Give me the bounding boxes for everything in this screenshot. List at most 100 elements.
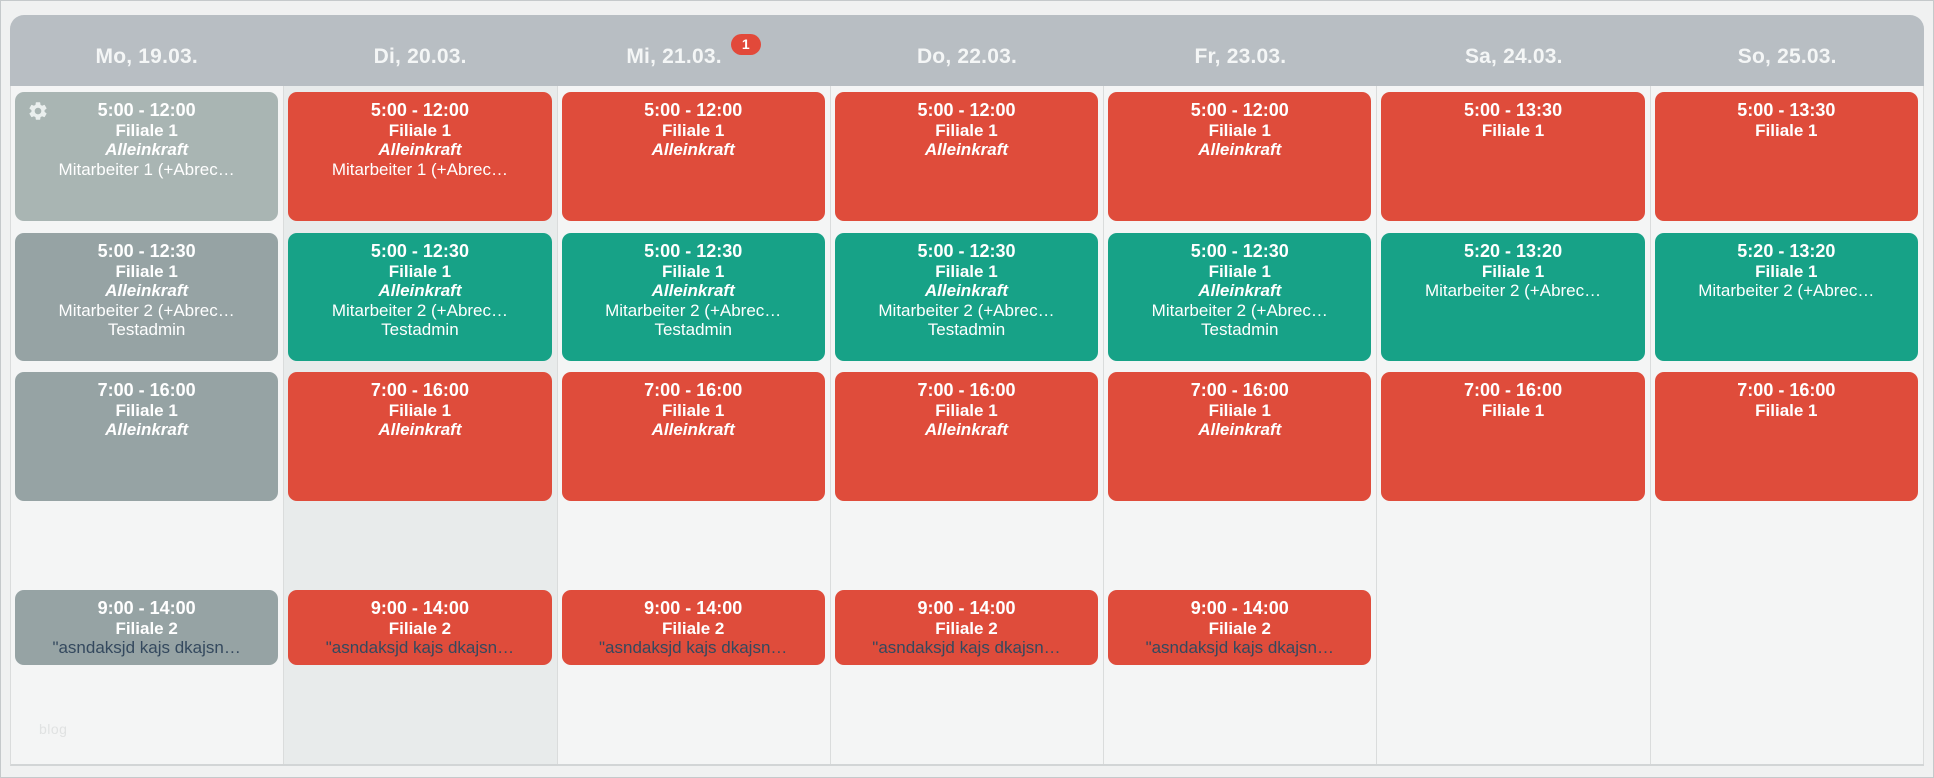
- day-label: Mi, 21.03.: [626, 44, 722, 68]
- shift-text: Alleinkraft: [1198, 140, 1282, 159]
- day-label: Fr, 23.03.: [1194, 44, 1287, 68]
- shift-time: 5:00 - 12:30: [1190, 242, 1289, 261]
- shift-text: Mitarbeiter 2 (+Abrec…: [331, 300, 509, 320]
- shift-text: Filiale 1: [388, 120, 452, 140]
- shift-text: Alleinkraft: [924, 420, 1009, 439]
- shift-text: Testadmin: [1201, 320, 1279, 339]
- shift-text: Filiale 1: [1755, 400, 1818, 420]
- shift-text: Filiale 2: [662, 618, 725, 638]
- day-label: Sa, 24.03.: [1464, 44, 1563, 68]
- shift-text: Filiale 1: [115, 400, 178, 420]
- day-header-di: Di, 20.03.: [283, 15, 556, 86]
- shift-card-do-1[interactable]: 5:00 - 12:00 Filiale 1 Alleinkraft: [834, 92, 1099, 221]
- shift-time: 9:00 - 14:00: [1190, 599, 1289, 618]
- shift-text: Filiale 1: [388, 261, 452, 281]
- shift-text: Alleinkraft: [105, 140, 189, 159]
- shift-text: Filiale 1: [662, 400, 725, 420]
- shift-text: Alleinkraft: [924, 281, 1009, 300]
- week-header: Mo, 19.03. Di, 20.03. Mi, 21.03. 1 Do, 22.03…: [10, 15, 1924, 86]
- day-column-mo: 5:00 - 12:00 Filiale 1 Alleinkraft Mitarbei…: [11, 86, 285, 764]
- shift-card-so-1[interactable]: 5:00 - 13:30 Filiale 1: [1654, 92, 1918, 221]
- shift-card-sa-2[interactable]: 5:20 - 13:20 Filiale 1 Mitarbeiter 2 (+Abr…: [1381, 233, 1645, 361]
- shift-time: 9:00 - 14:00: [644, 599, 743, 618]
- shift-text: Filiale 2: [115, 618, 178, 638]
- shift-time: 5:00 - 12:00: [1190, 101, 1289, 120]
- shift-card-di-4[interactable]: 9:00 - 14:00 Filiale 2 "asndaksjd kajs dka…: [288, 590, 552, 665]
- shift-card-di-3[interactable]: 7:00 - 16:00 Filiale 1 Alleinkraft: [288, 372, 552, 501]
- shift-text: Filiale 1: [662, 120, 725, 140]
- shift-time: 9:00 - 14:00: [370, 599, 469, 618]
- shift-text: Filiale 1: [1481, 400, 1545, 420]
- shift-text: Mitarbeiter 2 (+Abrec…: [1424, 281, 1602, 300]
- shift-text: Alleinkraft: [651, 140, 735, 159]
- shift-card-do-3[interactable]: 7:00 - 16:00 Filiale 1 Alleinkraft: [834, 372, 1099, 501]
- day-header-sa: Sa, 24.03.: [1377, 15, 1650, 86]
- day-header-so: So, 25.03.: [1651, 15, 1924, 86]
- shift-text: Mitarbeiter 2 (+Abrec…: [1151, 300, 1328, 320]
- shift-card-do-2[interactable]: 5:00 - 12:30 Filiale 1 Alleinkraft Mitarbei…: [834, 233, 1099, 361]
- shift-text: Mitarbeiter 2 (+Abrec…: [605, 300, 782, 320]
- shift-card-so-2[interactable]: 5:20 - 13:20 Filiale 1 Mitarbeiter 2 (+Abr…: [1654, 233, 1918, 361]
- shift-text: Alleinkraft: [105, 420, 189, 439]
- shift-time: 5:20 - 13:20: [1464, 242, 1563, 261]
- shift-text: Mitarbeiter 2 (+Abrec…: [58, 300, 235, 320]
- shift-text: Filiale 1: [1481, 120, 1545, 140]
- shift-card-mi-4[interactable]: 9:00 - 14:00 Filiale 2 "asndaksjd kajs dka…: [561, 590, 825, 665]
- shift-card-sa-1[interactable]: 5:00 - 13:30 Filiale 1: [1381, 92, 1645, 221]
- day-label: Mo, 19.03.: [95, 44, 198, 68]
- day-header-do: Do, 22.03.: [830, 15, 1103, 86]
- shift-card-mi-1[interactable]: 5:00 - 12:00 Filiale 1 Alleinkraft: [561, 92, 825, 221]
- shift-card-mo-4[interactable]: 9:00 - 14:00 Filiale 2 "asndaksjd kajs dka…: [15, 590, 279, 665]
- shift-note: "asndaksjd kajs dkajsn…: [325, 638, 515, 657]
- notification-badge[interactable]: 1: [730, 34, 761, 55]
- day-header-fr: Fr, 23.03.: [1104, 15, 1377, 86]
- shift-card-sa-3[interactable]: 7:00 - 16:00 Filiale 1: [1381, 372, 1645, 501]
- shift-card-di-1[interactable]: 5:00 - 12:00 Filiale 1 Alleinkraft Mitarbei…: [288, 92, 552, 221]
- day-label: So, 25.03.: [1737, 44, 1837, 68]
- shift-text: Alleinkraft: [378, 281, 462, 300]
- day-column-sa: 5:00 - 13:30 Filiale 1 5:20 - 13:20 Filiale…: [1377, 86, 1651, 764]
- shift-time: 5:00 - 13:30: [1464, 101, 1563, 120]
- shift-card-mo-3[interactable]: 7:00 - 16:00 Filiale 1 Alleinkraft: [15, 372, 279, 501]
- shift-text: Filiale 1: [115, 120, 178, 140]
- shift-text: Alleinkraft: [651, 420, 735, 439]
- shift-text: Filiale 1: [1208, 400, 1271, 420]
- shift-text: Testadmin: [381, 320, 459, 339]
- shift-card-mi-2[interactable]: 5:00 - 12:30 Filiale 1 Alleinkraft Mitarbei…: [561, 233, 825, 361]
- shift-text: Filiale 1: [662, 261, 725, 281]
- gear-icon[interactable]: [27, 100, 49, 122]
- shift-text: Mitarbeiter 1 (+Abrec…: [331, 159, 509, 179]
- shift-card-do-4[interactable]: 9:00 - 14:00 Filiale 2 "asndaksjd kajs dka…: [834, 590, 1099, 665]
- shift-card-mi-3[interactable]: 7:00 - 16:00 Filiale 1 Alleinkraft: [561, 372, 825, 501]
- shift-text: Alleinkraft: [924, 140, 1009, 159]
- shift-card-so-3[interactable]: 7:00 - 16:00 Filiale 1: [1654, 372, 1918, 501]
- shift-card-di-2[interactable]: 5:00 - 12:30 Filiale 1 Alleinkraft Mitarbei…: [288, 233, 552, 361]
- shift-card-mo-2[interactable]: 5:00 - 12:30 Filiale 1 Alleinkraft Mitarbei…: [15, 233, 279, 361]
- shift-text: Filiale 1: [935, 261, 998, 281]
- shift-note: "asndaksjd kajs dkajsn…: [52, 638, 241, 657]
- shift-card-fr-4[interactable]: 9:00 - 14:00 Filiale 2 "asndaksjd kajs dka…: [1108, 590, 1372, 665]
- shift-card-fr-3[interactable]: 7:00 - 16:00 Filiale 1 Alleinkraft: [1108, 372, 1372, 501]
- shift-text: Filiale 1: [1755, 120, 1818, 140]
- shift-text: Alleinkraft: [1198, 281, 1282, 300]
- shift-time: 5:00 - 12:00: [97, 101, 196, 120]
- shift-card-fr-1[interactable]: 5:00 - 12:00 Filiale 1 Alleinkraft: [1108, 92, 1372, 221]
- shift-time: 7:00 - 16:00: [644, 381, 743, 400]
- shift-time: 5:00 - 12:00: [917, 101, 1016, 120]
- day-column-so: 5:00 - 13:30 Filiale 1 5:20 - 13:20 Filiale…: [1650, 86, 1924, 764]
- shift-card-fr-2[interactable]: 5:00 - 12:30 Filiale 1 Alleinkraft Mitarbei…: [1108, 233, 1372, 361]
- shift-card-mo-1[interactable]: 5:00 - 12:00 Filiale 1 Alleinkraft Mitarbei…: [15, 92, 279, 221]
- shift-text: Testadmin: [654, 320, 732, 339]
- week-grid: 5:00 - 12:00 Filiale 1 Alleinkraft Mitarbei…: [10, 86, 1924, 766]
- shift-text: Filiale 2: [935, 618, 998, 638]
- shift-time: 7:00 - 16:00: [917, 381, 1016, 400]
- shift-text: Filiale 1: [115, 261, 178, 281]
- day-column-do: 5:00 - 12:00 Filiale 1 Alleinkraft 5:00 - 1…: [830, 86, 1105, 764]
- shift-time: 5:00 - 12:30: [917, 242, 1016, 261]
- day-label: Do, 22.03.: [916, 44, 1017, 68]
- shift-text: Mitarbeiter 2 (+Abrec…: [1698, 281, 1875, 300]
- shift-time: 5:00 - 13:30: [1737, 101, 1836, 120]
- shift-time: 7:00 - 16:00: [1190, 381, 1289, 400]
- shift-note: "asndaksjd kajs dkajsn…: [599, 638, 788, 657]
